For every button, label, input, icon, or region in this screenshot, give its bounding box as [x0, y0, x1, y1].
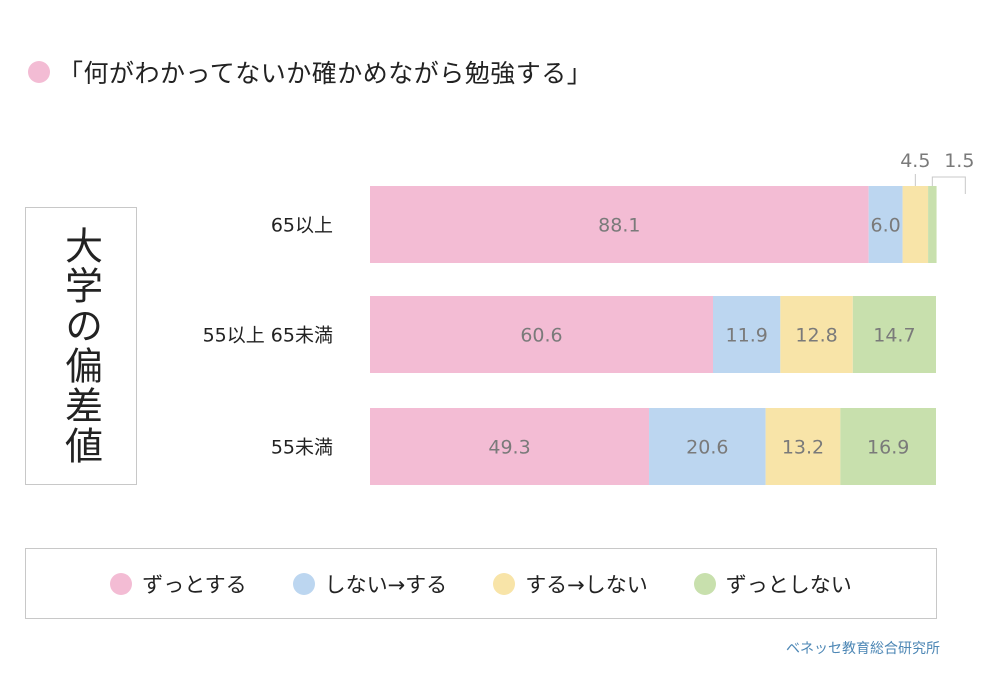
bar-segment — [852, 296, 936, 373]
axis-title: 大学の偏差値 — [58, 226, 103, 466]
category-label: 55以上 65未満 — [203, 325, 333, 347]
data-label: 4.5 — [900, 150, 930, 172]
category-label: 65以上 — [271, 215, 333, 237]
legend-item: しない→する — [292, 569, 448, 599]
legend-item: ずっとする — [110, 569, 247, 599]
bar-segment — [370, 408, 650, 485]
bar-segment — [840, 408, 936, 485]
legend-swatch-icon — [110, 572, 133, 595]
legend: ずっとする しない→する する→しない ずっとしない — [25, 548, 937, 619]
data-label: 6.0 — [871, 215, 901, 237]
legend-item: ずっとしない — [693, 569, 852, 599]
bar-segment — [712, 296, 781, 373]
category-label: 55未満 — [271, 437, 333, 459]
bar-segment — [370, 296, 713, 373]
data-label: 20.6 — [686, 437, 728, 459]
bar-segment — [902, 186, 929, 263]
legend-label: する→しない — [525, 572, 648, 597]
data-label: 1.5 — [944, 150, 974, 172]
data-label: 49.3 — [488, 437, 530, 459]
legend-swatch-icon — [493, 572, 516, 595]
data-label: 16.9 — [867, 437, 909, 459]
chart-title: 「何がわかってないか確かめながら勉強する」 — [28, 54, 592, 90]
legend-label: しない→する — [324, 572, 448, 597]
legend-item: する→しない — [493, 569, 648, 599]
axis-title-box: 大学の偏差値 — [25, 207, 137, 485]
legend-swatch-icon — [292, 572, 315, 595]
bar-segment — [868, 186, 903, 263]
bar-segment — [765, 408, 841, 485]
legend-swatch-icon — [693, 572, 716, 595]
stacked-bar-chart: 65以上 88.1 6.0 4.5 1.5 55以上 65未満 60.6 11.9 12.8 14… — [203, 150, 974, 485]
data-label: 14.7 — [873, 325, 915, 347]
data-label: 11.9 — [726, 325, 768, 347]
source-credit: ベネッセ教育総合研究所 — [786, 641, 940, 657]
legend-label: ずっとする — [142, 572, 247, 597]
leader-line — [931, 176, 966, 194]
bar-segment — [649, 408, 766, 485]
data-label: 12.8 — [795, 325, 837, 347]
legend-label: ずっとしない — [725, 572, 852, 597]
data-label: 60.6 — [520, 325, 562, 347]
data-label: 13.2 — [782, 437, 824, 459]
bar-segment — [928, 186, 937, 263]
bar-segment — [780, 296, 853, 373]
bar-segment — [370, 186, 869, 263]
title-bullet-icon — [28, 61, 50, 83]
title-text: 「何がわかってないか確かめながら勉強する」 — [58, 59, 593, 88]
data-label: 88.1 — [598, 215, 640, 237]
